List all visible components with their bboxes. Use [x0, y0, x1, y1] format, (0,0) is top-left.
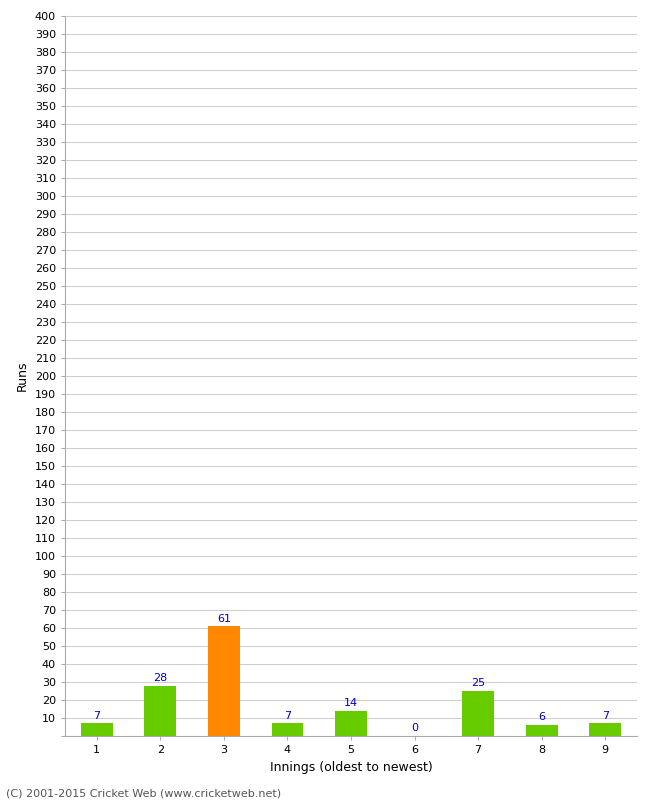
- Bar: [590, 723, 621, 736]
- X-axis label: Innings (oldest to newest): Innings (oldest to newest): [270, 761, 432, 774]
- Text: 7: 7: [284, 710, 291, 721]
- Text: 7: 7: [602, 710, 609, 721]
- Text: 6: 6: [538, 713, 545, 722]
- Bar: [208, 626, 240, 736]
- Bar: [81, 723, 112, 736]
- Text: 25: 25: [471, 678, 485, 688]
- Text: 28: 28: [153, 673, 168, 683]
- Text: 0: 0: [411, 723, 418, 734]
- Y-axis label: Runs: Runs: [16, 361, 29, 391]
- Text: 14: 14: [344, 698, 358, 708]
- Text: 61: 61: [217, 614, 231, 623]
- Bar: [462, 691, 494, 736]
- Bar: [526, 726, 558, 736]
- Text: (C) 2001-2015 Cricket Web (www.cricketweb.net): (C) 2001-2015 Cricket Web (www.cricketwe…: [6, 788, 281, 798]
- Bar: [272, 723, 304, 736]
- Bar: [144, 686, 176, 736]
- Bar: [335, 711, 367, 736]
- Text: 7: 7: [93, 710, 100, 721]
